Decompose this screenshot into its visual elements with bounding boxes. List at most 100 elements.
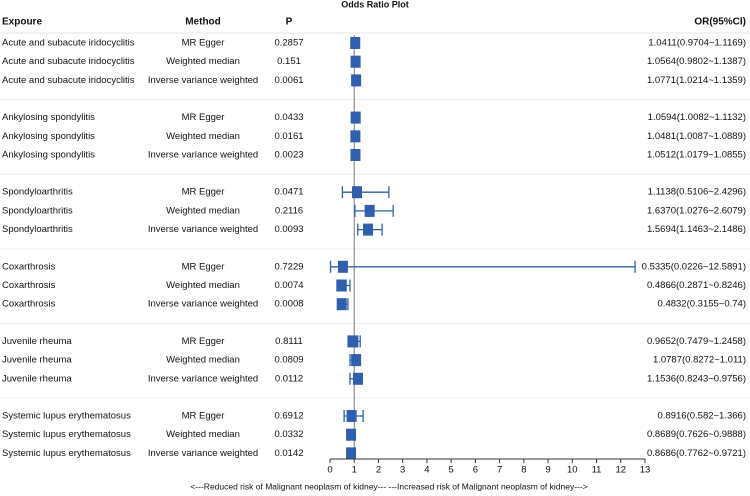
method-label: MR Egger <box>182 187 225 198</box>
or-point <box>350 130 361 143</box>
p-value: 0.0061 <box>274 75 303 86</box>
p-value: 0.0093 <box>274 224 303 235</box>
x-tick-label: 1 <box>352 465 357 476</box>
or-point <box>350 149 361 161</box>
p-value: 0.0332 <box>274 429 303 440</box>
exposure-label: Coxarthrosis <box>2 261 56 272</box>
or-label: 1.0512(1.0179~1.0855) <box>647 150 746 161</box>
or-point <box>346 428 357 441</box>
exposure-label: Systemic lupus erythematosus <box>2 411 131 422</box>
or-point <box>351 186 362 199</box>
column-header: OR(95%CI) <box>694 17 746 28</box>
method-label: Weighted median <box>166 355 240 366</box>
or-label: 1.6370(1.0276~2.6079) <box>647 205 746 216</box>
p-value: 0.2857 <box>274 38 303 49</box>
p-value: 0.0142 <box>274 448 303 459</box>
method-label: Weighted median <box>166 205 240 216</box>
or-label: 1.0787(0.8272~1.011) <box>653 355 746 366</box>
method-label: Inverse variance weighted <box>148 299 258 310</box>
x-tick-label: 9 <box>545 465 550 476</box>
or-point <box>364 204 375 217</box>
or-label: 0.9652(0.7479~1.2458) <box>647 336 746 347</box>
method-label: MR Egger <box>182 38 225 49</box>
method-label: Inverse variance weighted <box>148 75 258 86</box>
column-header: P <box>286 17 293 28</box>
or-label: 1.1138(0.5106~2.4296) <box>648 187 746 198</box>
or-label: 1.1536(0.8243~0.9756) <box>647 373 746 384</box>
exposure-label: Ankylosing spondylitis <box>2 112 95 123</box>
method-label: MR Egger <box>182 336 225 347</box>
p-value: 0.0112 <box>275 373 303 384</box>
x-tick-label: 7 <box>497 465 502 476</box>
or-label: 0.8916(0.582~1.366) <box>658 411 746 422</box>
p-value: 0.0161 <box>274 131 303 142</box>
or-label: 1.0771(1.0214~1.1359) <box>647 75 746 86</box>
x-tick-label: 12 <box>615 465 626 476</box>
method-label: Inverse variance weighted <box>148 150 258 161</box>
or-point <box>346 410 357 422</box>
exposure-label: Coxarthrosis <box>2 299 56 310</box>
x-tick-label: 4 <box>424 465 429 476</box>
exposure-label: Acute and subacute iridocyclitis <box>2 38 135 49</box>
method-label: Inverse variance weighted <box>148 224 258 235</box>
p-value: 0.0471 <box>274 187 303 198</box>
exposure-label: Ankylosing spondylitis <box>2 150 95 161</box>
or-point <box>351 354 362 367</box>
or-label: 1.0481(1.0087~1.0889) <box>647 131 746 142</box>
p-value: 0.0023 <box>274 150 303 161</box>
or-label: 1.0411(0.9704~1.1169) <box>648 38 746 49</box>
or-label: 0.8689(0.7626~0.9888) <box>647 429 746 440</box>
exposure-label: Juvenile rheuma <box>2 336 72 347</box>
or-label: 0.4866(0.2871~0.8246) <box>647 280 746 291</box>
p-value: 0.0809 <box>274 355 303 366</box>
chart-title: Odds Ratio Plot <box>341 0 409 9</box>
or-point <box>351 74 362 87</box>
x-tick-label: 10 <box>567 465 578 476</box>
exposure-label: Systemic lupus erythematosus <box>2 429 131 440</box>
exposure-label: Systemic lupus erythematosus <box>2 448 131 459</box>
or-label: 1.0594(1.0082~1.1132) <box>648 112 746 123</box>
p-value: 0.0074 <box>274 280 303 291</box>
or-label: 0.8686(0.7762~0.9721) <box>647 448 746 459</box>
method-label: MR Egger <box>182 411 225 422</box>
x-tick-label: 13 <box>640 465 651 476</box>
or-point <box>336 279 347 292</box>
method-label: Weighted median <box>166 429 240 440</box>
column-header: Expoure <box>2 17 42 28</box>
method-label: MR Egger <box>182 261 225 272</box>
p-value: 0.6912 <box>274 411 303 422</box>
x-tick-label: 0 <box>327 465 332 476</box>
column-header: Method <box>185 17 221 28</box>
exposure-label: Ankylosing spondylitis <box>2 131 95 142</box>
or-point <box>336 298 347 311</box>
p-value: 0.8111 <box>275 336 303 347</box>
exposure-label: Acute and subacute iridocyclitis <box>2 56 135 67</box>
method-label: Inverse variance weighted <box>148 448 258 459</box>
x-tick-label: 8 <box>521 465 526 476</box>
p-value: 0.0008 <box>274 299 303 310</box>
or-label: 1.0564(0.9802~1.1387) <box>647 56 746 67</box>
or-label: 0.4832(0.3155~0.74) <box>658 299 746 310</box>
x-tick-label: 11 <box>592 465 602 476</box>
or-point <box>337 260 348 273</box>
x-tick-label: 5 <box>449 465 454 476</box>
x-axis-label: <---Reduced risk of Malignant neoplasm o… <box>190 481 587 491</box>
or-label: 0.5335(0.0226~12.5891) <box>642 261 746 272</box>
exposure-label: Acute and subacute iridocyclitis <box>2 75 135 86</box>
method-label: Inverse variance weighted <box>148 373 258 384</box>
exposure-label: Spondyloarthritis <box>2 205 73 216</box>
x-tick-label: 2 <box>376 465 381 476</box>
p-value: 0.2116 <box>275 205 303 216</box>
method-label: Weighted median <box>166 131 240 142</box>
or-point <box>350 55 361 68</box>
x-tick-label: 3 <box>400 465 405 476</box>
or-point <box>350 111 361 124</box>
x-tick-label: 6 <box>473 465 478 476</box>
exposure-label: Spondyloarthritis <box>2 187 73 198</box>
p-value: 0.151 <box>277 56 301 67</box>
or-point <box>363 223 374 236</box>
p-value: 0.0433 <box>274 112 303 123</box>
exposure-label: Spondyloarthritis <box>2 224 73 235</box>
